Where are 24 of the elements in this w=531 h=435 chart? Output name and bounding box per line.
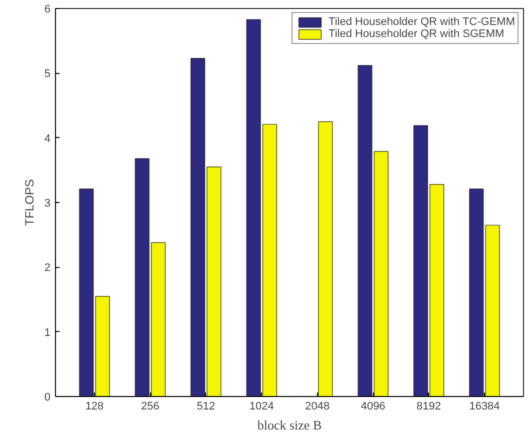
x-axis-title: block size B <box>257 418 322 432</box>
y-tick-label: 4 <box>44 132 51 145</box>
bar <box>469 188 484 396</box>
x-tick-label: 128 <box>85 400 104 412</box>
x-tick-label: 2048 <box>305 400 330 412</box>
y-axis-title: TFLOPS <box>22 179 36 226</box>
bar <box>485 224 500 396</box>
x-tick-label: 4096 <box>360 400 386 412</box>
x-tick-label: 8192 <box>416 400 442 412</box>
x-tick-label: 16384 <box>469 400 500 412</box>
y-tick-label: 0 <box>44 392 51 404</box>
y-tick-label: 1 <box>44 326 51 339</box>
legend-label: Tiled Householder QR with SGEMM <box>328 28 504 40</box>
bar <box>318 121 333 396</box>
x-tick-label: 1024 <box>249 400 274 412</box>
x-tick-label: 256 <box>141 400 160 412</box>
legend-label: Tiled Householder QR with TC-GEMM <box>328 16 515 28</box>
y-tick-label: 6 <box>44 4 51 16</box>
y-tick-label: 5 <box>44 68 51 80</box>
bar <box>79 188 94 396</box>
x-tick-label: 512 <box>196 400 216 412</box>
y-tick-label: 2 <box>44 262 51 274</box>
bar <box>95 296 110 396</box>
y-tick-label: 3 <box>44 198 51 210</box>
